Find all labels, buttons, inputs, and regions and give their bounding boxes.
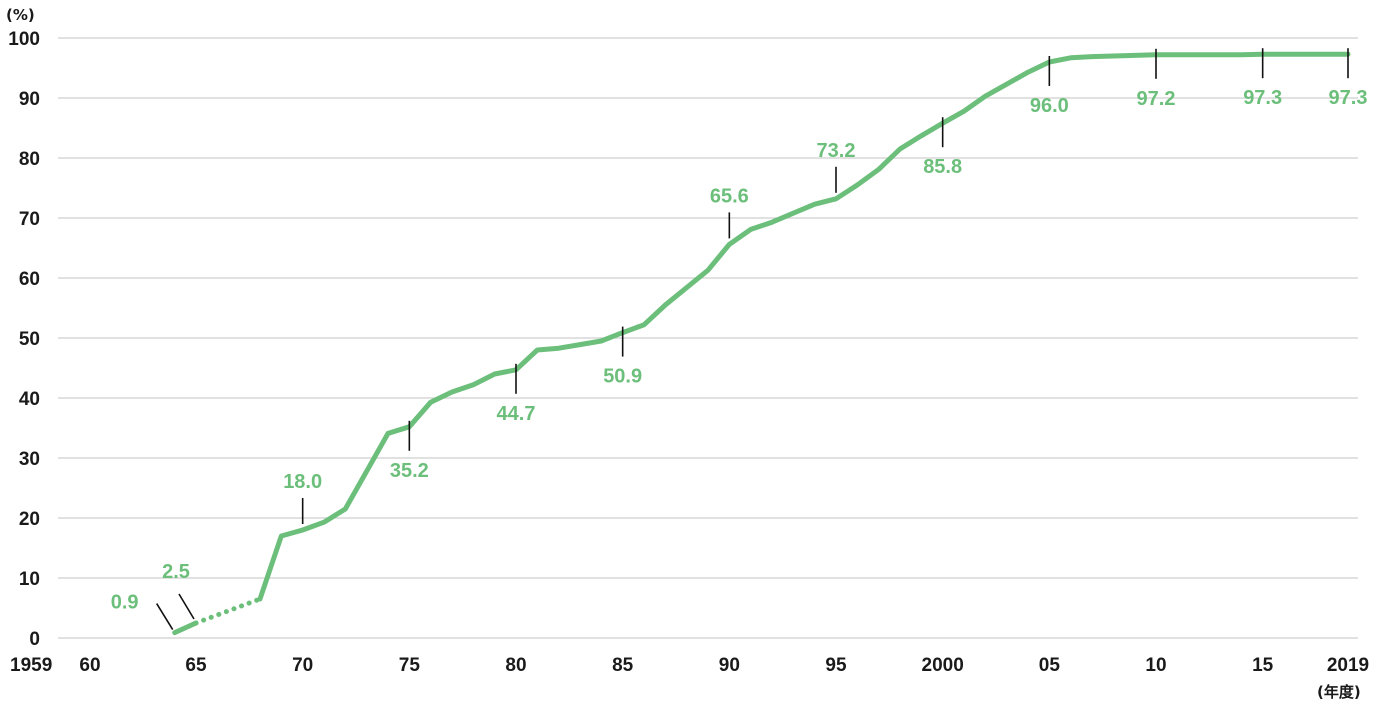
y-axis-unit-label: (%) [6,6,35,24]
data-label: 85.8 [923,156,962,178]
x-tick-label: 70 [292,655,313,676]
y-tick-label: 20 [19,509,40,530]
y-tick-label: 70 [19,209,40,230]
x-tick-label: 80 [505,655,526,676]
data-label: 35.2 [390,460,429,482]
x-tick-label: 85 [612,655,634,676]
data-label: 73.2 [817,140,856,162]
annotation-leader-line [178,593,195,620]
y-tick-label: 0 [29,629,40,650]
y-tick-label: 90 [19,89,40,110]
y-tick-label: 50 [19,329,40,350]
data-label: 97.3 [1329,87,1368,109]
data-label: 97.3 [1243,87,1282,109]
data-series [172,51,1351,636]
x-tick-label: 95 [825,655,847,676]
y-tick-label: 80 [19,149,40,170]
y-tick-label: 100 [8,29,40,50]
series-line [257,51,1351,602]
data-label: 65.6 [710,185,749,207]
x-tick-label: 60 [79,655,100,676]
y-axis-ticks: 0 10 20 30 40 50 60 70 80 90 100 [8,29,40,650]
y-tick-label: 10 [19,569,40,590]
x-tick-label: 15 [1252,655,1274,676]
data-label: 18.0 [283,471,322,493]
x-axis-unit-label: (年度) [1317,683,1361,701]
x-tick-label: 2019 [1327,655,1369,676]
x-tick-label: 1959 [10,655,52,676]
data-label: 50.9 [603,366,642,388]
x-tick-label: 10 [1145,655,1166,676]
data-label: 97.2 [1137,88,1176,110]
data-label: 2.5 [162,561,190,583]
annotation-leader-line [155,603,174,631]
series-line [172,620,199,636]
y-tick-label: 40 [19,389,40,410]
series-line-dotted [193,596,263,626]
x-tick-label: 05 [1039,655,1061,676]
data-label: 96.0 [1030,95,1069,117]
x-tick-label: 90 [719,655,740,676]
data-label: 0.9 [111,592,139,614]
data-label: 44.7 [497,403,536,425]
x-tick-label: 75 [399,655,421,676]
data-annotations: 0.9 2.5 18.0 35.2 44.7 50.9 65.6 73.2 85.8 96.0 97… [111,48,1368,631]
y-tick-label: 60 [19,269,40,290]
x-tick-label: 65 [185,655,207,676]
y-tick-label: 30 [19,449,40,470]
grid-lines [58,37,1358,639]
x-tick-label: 2000 [922,655,964,676]
x-axis-ticks: 1959 60 65 70 75 80 85 90 95 2000 05 10 15 2019 [10,655,1369,676]
